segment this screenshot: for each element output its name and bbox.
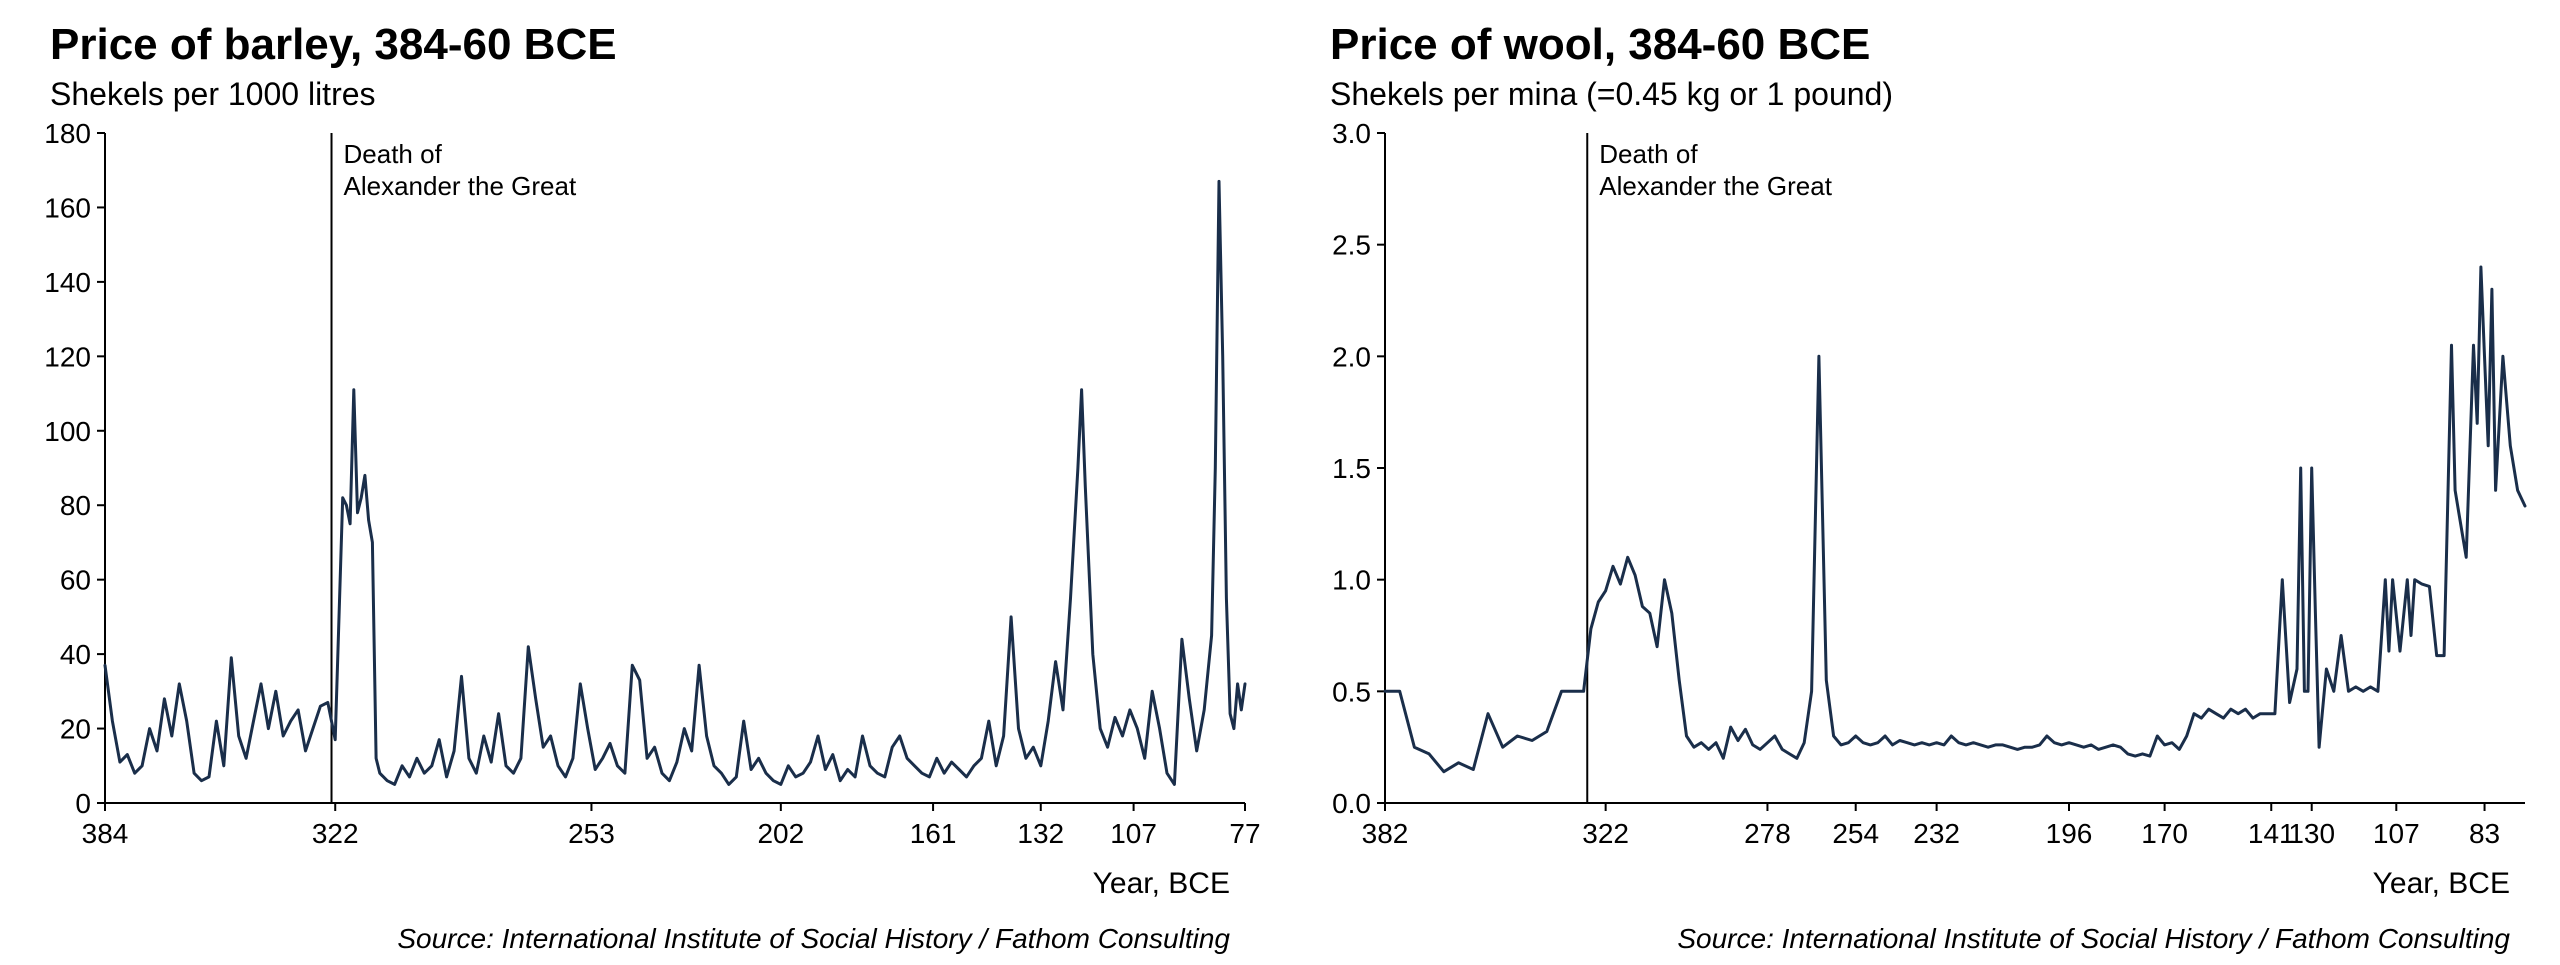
- svg-text:232: 232: [1913, 818, 1960, 849]
- page: Price of barley, 384-60 BCE Shekels per …: [0, 0, 2560, 965]
- svg-text:Death of: Death of: [344, 139, 443, 169]
- svg-text:0.5: 0.5: [1332, 676, 1371, 707]
- svg-text:80: 80: [60, 490, 91, 521]
- svg-text:0: 0: [75, 788, 91, 819]
- svg-text:278: 278: [1744, 818, 1791, 849]
- svg-text:384: 384: [82, 818, 129, 849]
- svg-text:1.0: 1.0: [1332, 565, 1371, 596]
- svg-text:254: 254: [1832, 818, 1879, 849]
- barley-xlabel: Year, BCE: [20, 867, 1230, 901]
- svg-text:107: 107: [1110, 818, 1157, 849]
- svg-text:100: 100: [44, 416, 91, 447]
- svg-text:107: 107: [2373, 818, 2420, 849]
- wool-source: Source: International Institute of Socia…: [1300, 923, 2510, 955]
- svg-text:170: 170: [2141, 818, 2188, 849]
- wool-chart-holder: 0.0 0.5 1.0 1.5 2.0 2.5 3.0 382 322 278 254 232 196 1…: [1300, 123, 2540, 863]
- svg-text:77: 77: [1229, 818, 1260, 849]
- svg-text:382: 382: [1362, 818, 1409, 849]
- svg-text:60: 60: [60, 565, 91, 596]
- svg-text:180: 180: [44, 123, 91, 149]
- svg-text:120: 120: [44, 341, 91, 372]
- panel-wool: Price of wool, 384-60 BCE Shekels per mi…: [1280, 0, 2560, 965]
- svg-text:Alexander the Great: Alexander the Great: [344, 171, 577, 201]
- svg-text:40: 40: [60, 639, 91, 670]
- svg-text:130: 130: [2288, 818, 2335, 849]
- svg-text:202: 202: [757, 818, 804, 849]
- wool-title: Price of wool, 384-60 BCE: [1330, 20, 2540, 70]
- wool-xlabel: Year, BCE: [1300, 867, 2510, 901]
- svg-text:2.5: 2.5: [1332, 230, 1371, 261]
- svg-text:160: 160: [44, 192, 91, 223]
- svg-text:140: 140: [44, 267, 91, 298]
- wool-subtitle: Shekels per mina (=0.45 kg or 1 pound): [1330, 76, 2540, 113]
- svg-text:Death of: Death of: [1599, 139, 1698, 169]
- barley-subtitle: Shekels per 1000 litres: [50, 76, 1260, 113]
- barley-chart-holder: 0 20 40 60 80 100 120 140 160 180 384 322 253 202 161 1…: [20, 123, 1260, 863]
- svg-text:3.0: 3.0: [1332, 123, 1371, 149]
- panel-barley: Price of barley, 384-60 BCE Shekels per …: [0, 0, 1280, 965]
- svg-text:83: 83: [2469, 818, 2500, 849]
- wool-chart-svg: 0.0 0.5 1.0 1.5 2.0 2.5 3.0 382 322 278 254 232 196 1…: [1300, 123, 2540, 863]
- svg-text:20: 20: [60, 714, 91, 745]
- svg-text:196: 196: [2046, 818, 2093, 849]
- svg-text:161: 161: [910, 818, 957, 849]
- svg-text:253: 253: [568, 818, 615, 849]
- svg-text:0.0: 0.0: [1332, 788, 1371, 819]
- svg-text:Alexander the Great: Alexander the Great: [1599, 171, 1832, 201]
- svg-text:132: 132: [1017, 818, 1064, 849]
- barley-title: Price of barley, 384-60 BCE: [50, 20, 1260, 70]
- barley-chart-svg: 0 20 40 60 80 100 120 140 160 180 384 322 253 202 161 1…: [20, 123, 1260, 863]
- svg-text:322: 322: [1582, 818, 1629, 849]
- barley-source: Source: International Institute of Socia…: [20, 923, 1230, 955]
- svg-text:1.5: 1.5: [1332, 453, 1371, 484]
- svg-text:322: 322: [312, 818, 359, 849]
- svg-text:2.0: 2.0: [1332, 341, 1371, 372]
